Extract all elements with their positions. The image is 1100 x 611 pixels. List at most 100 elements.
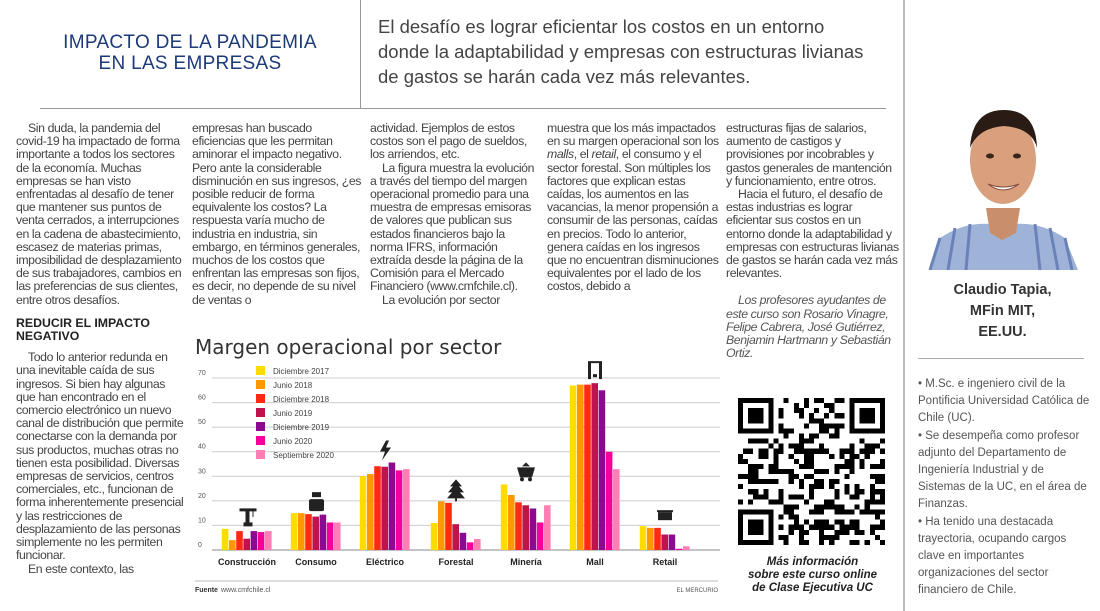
bar xyxy=(577,384,584,550)
bar xyxy=(591,383,598,550)
y-tick-label: 10 xyxy=(198,517,206,524)
bio-item: • Ha tenido una destacada trayectoria, o… xyxy=(918,515,1067,597)
paragraph: La evolución por sector xyxy=(382,292,500,307)
legend-label: Junio 2019 xyxy=(273,409,313,418)
bar xyxy=(395,470,403,550)
country: EE.UU. xyxy=(978,324,1027,340)
bar xyxy=(388,462,396,550)
legend-label: Diciembre 2018 xyxy=(273,395,330,404)
paragraph: En este contexto, las xyxy=(28,561,134,576)
bar xyxy=(298,513,305,550)
x-tick-label: Minería xyxy=(510,557,543,567)
bio-item: • Se desempeña como profesor adjunto del… xyxy=(918,429,1087,511)
y-tick-label: 50 xyxy=(198,419,206,426)
author-bio: • M.Sc. e ingeniero civil de la Pontific… xyxy=(918,376,1093,600)
bar xyxy=(613,469,620,550)
text: muestra que los más impactados en su mar… xyxy=(547,121,719,149)
y-tick-label: 70 xyxy=(198,370,206,377)
text-column-1: Sin duda, la pandemia del covid-19 ha im… xyxy=(16,121,186,576)
bar xyxy=(367,474,374,550)
legend-label: Septiembre 2020 xyxy=(273,451,334,460)
chart-title: Margen operacional por sector xyxy=(195,336,502,359)
legend-swatch xyxy=(256,394,265,403)
text: retail xyxy=(591,147,617,162)
bar xyxy=(569,385,577,550)
degree: MFin MIT, xyxy=(969,303,1036,319)
title-line-1: IMPACTO DE LA PANDEMIA xyxy=(63,32,317,53)
bar xyxy=(374,466,381,550)
paragraph: Sin duda, la pandemia del covid-19 ha im… xyxy=(16,121,182,307)
publisher: EL MERCURIO xyxy=(677,588,719,594)
text: malls xyxy=(547,147,574,162)
paragraph: empresas han buscado eficiencias que les… xyxy=(192,121,362,307)
x-tick-label: Retail xyxy=(653,557,678,567)
legend-label: Junio 2020 xyxy=(273,437,313,446)
bar xyxy=(675,548,683,550)
legend-label: Junio 2018 xyxy=(273,381,313,390)
bar xyxy=(326,522,334,550)
caption-line: sobre este curso online xyxy=(747,569,878,581)
bar xyxy=(536,522,544,550)
legend-label: Diciembre 2019 xyxy=(273,423,330,432)
legend-swatch xyxy=(256,380,265,389)
bar xyxy=(445,502,452,550)
divider xyxy=(918,358,1084,359)
bar xyxy=(683,546,690,550)
bio-item: • M.Sc. e ingeniero civil de la Pontific… xyxy=(918,378,1090,425)
paragraph: La figura muestra la evolución a través … xyxy=(370,160,535,294)
pull-quote: El desafío es lograr eficientar los cost… xyxy=(378,16,864,87)
paragraph: actividad. Ejemplos de estos costos son … xyxy=(370,121,527,162)
credits: Los profesores ayudantes de este curso s… xyxy=(726,293,891,361)
bar xyxy=(430,522,438,550)
bar xyxy=(598,390,606,550)
bar xyxy=(459,532,467,550)
subheading: REDUCIR EL IMPACTO NEGATIVO xyxy=(16,315,150,344)
y-tick-label: 60 xyxy=(198,395,206,402)
lightning-icon xyxy=(380,440,391,461)
bar xyxy=(334,522,341,550)
bar xyxy=(312,516,319,550)
bar xyxy=(474,538,481,550)
x-tick-label: Eléctrico xyxy=(366,557,405,567)
y-tick-label: 20 xyxy=(198,493,206,500)
article-title: IMPACTO DE LA PANDEMIA EN LAS EMPRESAS xyxy=(40,32,340,74)
shop-icon xyxy=(657,510,673,521)
bar xyxy=(250,531,258,550)
author-name: Claudio Tapia, MFin MIT, EE.UU. xyxy=(920,280,1085,343)
bar xyxy=(508,494,515,550)
bar xyxy=(584,384,591,550)
divider xyxy=(360,0,361,108)
paragraph: estructuras fijas de salarios, aumento d… xyxy=(726,121,892,188)
bar xyxy=(654,527,661,550)
bar xyxy=(515,502,522,550)
text: , el xyxy=(573,147,592,162)
x-tick-label: Mall xyxy=(586,557,604,567)
text-column-5: estructuras fijas de salarios, aumento d… xyxy=(726,121,900,361)
paragraph: Hacia el futuro, el desafío de estas ind… xyxy=(726,187,899,281)
bar xyxy=(305,514,312,550)
bar xyxy=(529,508,537,550)
text: , el consumo y el sector forestal. Son m… xyxy=(547,147,719,294)
legend-swatch xyxy=(256,366,265,375)
name: Claudio Tapia, xyxy=(953,282,1052,298)
text-column-3: actividad. Ejemplos de estos costos son … xyxy=(370,121,540,307)
x-tick-label: Consumo xyxy=(295,557,337,567)
paragraph: muestra que los más impactados en su mar… xyxy=(547,121,719,294)
bar xyxy=(290,513,298,550)
paragraph: Todo lo anterior redunda en una inevitab… xyxy=(16,350,184,563)
source-url: www.cmfchile.cl xyxy=(220,587,271,594)
qr-code[interactable] xyxy=(738,398,885,545)
x-tick-label: Construcción xyxy=(218,557,276,567)
bar xyxy=(221,528,229,550)
bar xyxy=(452,524,459,550)
mine-cart-icon xyxy=(517,462,535,482)
bar xyxy=(236,531,243,550)
bar xyxy=(257,532,265,550)
divider xyxy=(903,0,905,611)
bar xyxy=(639,526,647,550)
cash-register-icon xyxy=(309,492,324,512)
tree-icon xyxy=(447,479,465,502)
author-photo xyxy=(920,88,1085,270)
bar xyxy=(403,469,410,550)
bar xyxy=(466,542,474,550)
